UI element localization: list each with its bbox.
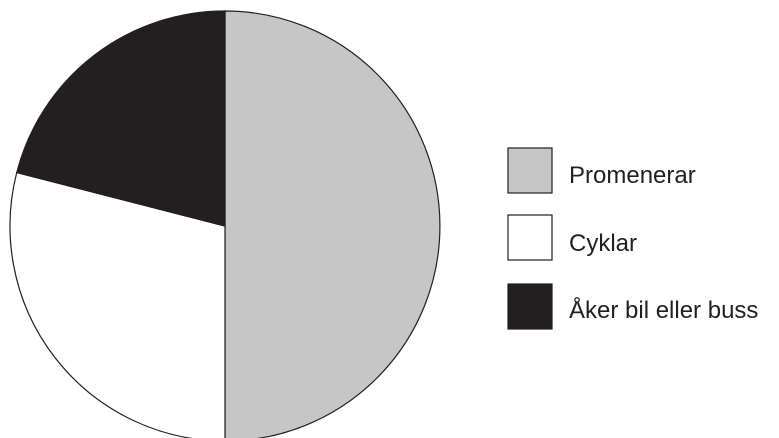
legend-label-cyklar: Cyklar <box>569 230 637 257</box>
legend-swatch-promenerar <box>507 147 553 194</box>
pie-slice-aker-bil-eller-buss <box>16 10 226 227</box>
legend-label-aker-bil-eller-buss: Åker bil eller buss <box>569 296 758 324</box>
pie-slice-promenerar <box>224 10 441 438</box>
legend-label-promenerar: Promenerar <box>569 162 696 189</box>
legend-item-cyklar: Cyklar <box>507 214 637 261</box>
pie-slices <box>9 10 441 438</box>
legend-item-aker-bil-eller-buss: Åker bil eller buss <box>507 283 758 330</box>
legend-swatch-cyklar <box>507 214 553 261</box>
legend-swatch-aker-bil-eller-buss <box>507 283 553 330</box>
pie-slice-cyklar <box>9 171 226 438</box>
legend-item-promenerar: Promenerar <box>507 147 696 194</box>
legend: Promenerar Cyklar Åker bil eller buss <box>507 147 758 330</box>
